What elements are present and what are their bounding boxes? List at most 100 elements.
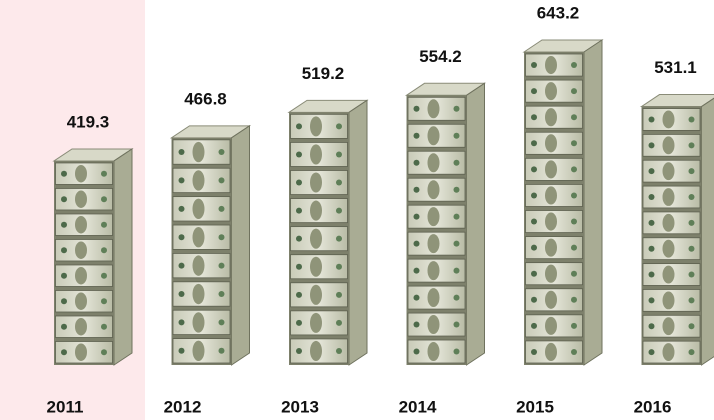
- bill-seal: [178, 205, 185, 212]
- bill-portrait: [427, 342, 440, 361]
- bill-portrait: [427, 180, 440, 200]
- bill-seal: [413, 213, 420, 220]
- bill-seal: [178, 347, 185, 354]
- bill-seal: [336, 291, 342, 298]
- bill-seal: [531, 270, 537, 277]
- bill-seal: [61, 247, 67, 254]
- bill-seal: [101, 272, 107, 279]
- bill-portrait: [427, 234, 440, 254]
- bill-seal: [453, 186, 460, 193]
- bill-portrait: [662, 265, 675, 284]
- bill-seal: [218, 177, 225, 184]
- bill-seal: [61, 323, 67, 330]
- bill-seal: [413, 186, 420, 193]
- bill-seal: [61, 170, 67, 177]
- bill-portrait: [310, 144, 322, 165]
- bill-seal: [336, 319, 342, 326]
- bill-seal: [531, 166, 537, 173]
- value-label: 531.1: [654, 58, 697, 77]
- bill-portrait: [545, 108, 557, 127]
- stack-top: [639, 94, 714, 108]
- bill-seal: [453, 105, 460, 112]
- bill-seal: [218, 262, 225, 269]
- bill-portrait: [75, 190, 87, 208]
- bill-seal: [648, 168, 655, 175]
- bill-seal: [648, 116, 655, 123]
- bill-seal: [101, 323, 107, 330]
- value-label: 519.2: [302, 64, 345, 83]
- bill-portrait: [662, 213, 675, 232]
- x-tick-label: 2011: [47, 397, 84, 416]
- bill-seal: [648, 245, 655, 252]
- bill-seal: [571, 270, 577, 277]
- bill-seal: [178, 149, 185, 156]
- bill-portrait: [310, 256, 322, 277]
- bill-seal: [688, 245, 695, 252]
- bill-seal: [571, 166, 577, 173]
- bill-seal: [61, 221, 67, 228]
- bill-seal: [453, 294, 460, 301]
- bill-portrait: [310, 228, 322, 249]
- bill-portrait: [662, 291, 675, 310]
- bill-portrait: [75, 266, 87, 285]
- x-tick-label: 2012: [164, 397, 202, 416]
- bill-seal: [648, 349, 655, 356]
- stack-side: [348, 99, 368, 366]
- bill-seal: [571, 192, 577, 199]
- bill-portrait: [545, 212, 557, 231]
- bill-seal: [296, 151, 302, 158]
- bill-seal: [571, 296, 577, 303]
- bill-seal: [413, 321, 420, 328]
- bill-seal: [218, 291, 225, 298]
- bill-seal: [296, 235, 302, 242]
- bill-seal: [688, 168, 695, 175]
- bill-seal: [413, 105, 420, 112]
- bill-seal: [571, 62, 577, 69]
- bill-seal: [296, 319, 302, 326]
- bill-seal: [61, 272, 67, 279]
- money-stack: [639, 94, 714, 366]
- bill-portrait: [75, 317, 87, 336]
- bill-portrait: [310, 172, 322, 193]
- bill-portrait: [427, 207, 440, 227]
- bill-portrait: [545, 264, 557, 283]
- bill-portrait: [75, 215, 87, 234]
- bill-portrait: [192, 170, 205, 191]
- money-stack: [522, 39, 604, 366]
- bill-portrait: [427, 126, 440, 146]
- bill-portrait: [662, 317, 675, 336]
- x-tick-label: 2015: [516, 397, 554, 416]
- bill-seal: [336, 179, 342, 186]
- bill-seal: [571, 88, 577, 95]
- bill-seal: [218, 347, 225, 354]
- bill-seal: [413, 294, 420, 301]
- money-stack: [404, 82, 487, 366]
- bill-seal: [61, 349, 67, 356]
- bill-seal: [101, 221, 107, 228]
- bill-seal: [336, 347, 342, 354]
- value-label: 643.2: [537, 3, 580, 22]
- bill-portrait: [75, 292, 87, 310]
- bill-seal: [531, 140, 537, 147]
- bill-seal: [531, 348, 537, 355]
- bill-seal: [178, 319, 185, 326]
- stack-front: [524, 52, 584, 365]
- bill-seal: [571, 140, 577, 147]
- bill-seal: [336, 263, 342, 270]
- bill-seal: [688, 323, 695, 330]
- stack-side: [466, 82, 485, 366]
- bill-portrait: [427, 153, 440, 173]
- money-stack: [287, 99, 369, 366]
- bill-seal: [101, 196, 107, 203]
- bill-seal: [101, 349, 107, 356]
- bill-seal: [453, 240, 460, 247]
- bill-portrait: [75, 241, 87, 259]
- bill-portrait: [75, 343, 87, 362]
- bill-seal: [336, 207, 342, 214]
- bill-portrait: [545, 238, 557, 257]
- bill-seal: [531, 192, 537, 199]
- bill-portrait: [545, 55, 557, 75]
- bill-portrait: [427, 99, 440, 119]
- bill-portrait: [545, 82, 557, 101]
- bill-seal: [453, 267, 460, 274]
